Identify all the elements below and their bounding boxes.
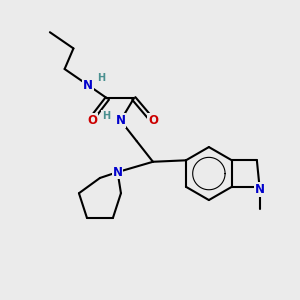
Text: H: H: [102, 111, 110, 121]
Text: N: N: [112, 166, 123, 178]
Text: H: H: [98, 73, 106, 83]
Text: N: N: [83, 79, 93, 92]
Text: O: O: [88, 114, 98, 127]
Text: O: O: [148, 114, 158, 127]
Text: N: N: [255, 183, 265, 196]
Text: N: N: [116, 114, 126, 127]
